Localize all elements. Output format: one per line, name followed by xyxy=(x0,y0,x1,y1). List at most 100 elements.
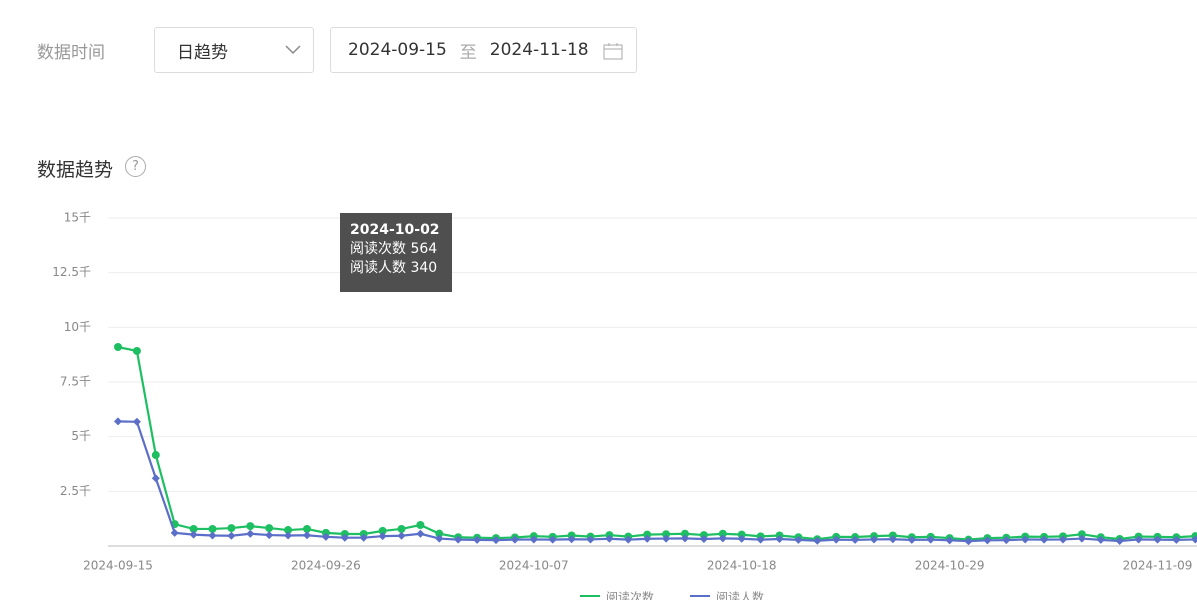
point xyxy=(492,536,500,545)
point xyxy=(529,535,538,544)
point xyxy=(907,535,916,544)
x-tick-label: 2024-10-29 xyxy=(915,559,985,573)
point xyxy=(775,535,784,544)
point xyxy=(718,529,727,538)
point xyxy=(1077,534,1086,543)
series-line xyxy=(117,345,1196,541)
point xyxy=(284,526,293,535)
point xyxy=(718,534,727,543)
section-title: 数据趋势 xyxy=(37,159,114,181)
point xyxy=(340,533,349,542)
point xyxy=(643,534,652,543)
point xyxy=(170,528,179,537)
point xyxy=(510,535,519,544)
date-range[interactable]: 2024-09-15 至 2024-11-18 xyxy=(330,27,637,73)
point xyxy=(359,533,368,542)
granularity-select[interactable]: 日趋势 xyxy=(154,27,314,73)
tooltip-date: 2024-10-02 xyxy=(350,222,440,238)
legend-label: 阅读人数 xyxy=(716,590,764,600)
legend-label: 阅读次数 xyxy=(606,590,654,600)
point xyxy=(208,531,217,540)
point xyxy=(246,522,255,531)
tooltip-value: 564 xyxy=(410,241,438,257)
point xyxy=(132,346,141,355)
point xyxy=(416,529,425,538)
point xyxy=(473,535,482,544)
y-tick-label: 15千 xyxy=(64,211,91,225)
tooltip-value: 340 xyxy=(410,260,438,276)
point xyxy=(284,531,293,540)
point xyxy=(681,529,689,538)
point xyxy=(832,535,841,544)
point xyxy=(189,524,198,533)
point xyxy=(454,535,463,544)
point xyxy=(662,530,671,539)
point xyxy=(303,524,311,533)
point xyxy=(114,343,122,352)
x-tick-label: 2024-11-09 xyxy=(1123,559,1193,573)
point xyxy=(151,474,160,483)
filter-label: 数据时间 xyxy=(37,43,105,63)
point xyxy=(964,537,973,546)
point xyxy=(397,531,406,540)
tooltip-label: 阅读人数 xyxy=(350,260,406,276)
point xyxy=(1002,536,1011,545)
help-icon[interactable]: ? xyxy=(125,156,146,177)
point xyxy=(870,535,878,544)
y-tick-label: 7.5千 xyxy=(60,375,91,389)
point xyxy=(737,530,746,539)
y-tick-label: 5千 xyxy=(71,429,91,443)
point xyxy=(435,529,444,538)
point xyxy=(945,536,954,545)
tooltip-label: 阅读次数 xyxy=(350,241,406,257)
point xyxy=(321,532,330,541)
point xyxy=(114,417,122,426)
point xyxy=(435,534,444,543)
point xyxy=(926,535,935,544)
point xyxy=(567,535,576,544)
y-tick-label: 10千 xyxy=(64,320,91,334)
x-tick-label: 2024-09-26 xyxy=(291,559,361,573)
end-date: 2024-11-18 xyxy=(489,40,589,60)
x-tick-label: 2024-09-15 xyxy=(83,559,153,573)
point xyxy=(1059,535,1067,544)
point xyxy=(605,534,614,543)
point xyxy=(1153,535,1162,544)
tooltip: 2024-10-02 阅读次数 564 阅读人数 340 xyxy=(340,213,452,292)
point xyxy=(662,534,671,543)
point xyxy=(378,526,387,535)
point xyxy=(227,524,236,533)
point xyxy=(756,535,765,544)
point xyxy=(1077,530,1086,539)
range-separator: 至 xyxy=(459,42,477,63)
point xyxy=(132,417,141,426)
chevron xyxy=(285,45,301,55)
point xyxy=(586,535,595,544)
point xyxy=(1134,535,1143,544)
point xyxy=(208,524,217,533)
point xyxy=(643,530,652,539)
point xyxy=(265,524,274,533)
point xyxy=(265,531,274,540)
point xyxy=(1040,535,1049,544)
point xyxy=(681,534,689,543)
x-tick-label: 2024-10-18 xyxy=(707,559,777,573)
tooltip-row: 阅读人数 340 xyxy=(350,259,442,278)
start-date: 2024-09-15 xyxy=(348,40,447,60)
tooltip-row: 阅读次数 564 xyxy=(350,240,442,259)
point xyxy=(303,531,311,540)
calendar-icon xyxy=(603,43,623,60)
point xyxy=(699,535,708,544)
point xyxy=(1096,535,1105,544)
point xyxy=(378,532,387,541)
point xyxy=(624,535,633,544)
point xyxy=(1172,535,1181,544)
point xyxy=(1021,535,1030,544)
point xyxy=(227,531,236,540)
point xyxy=(983,536,992,545)
point xyxy=(397,524,406,533)
series-line xyxy=(117,420,1196,543)
point xyxy=(794,535,803,544)
point xyxy=(737,534,746,543)
